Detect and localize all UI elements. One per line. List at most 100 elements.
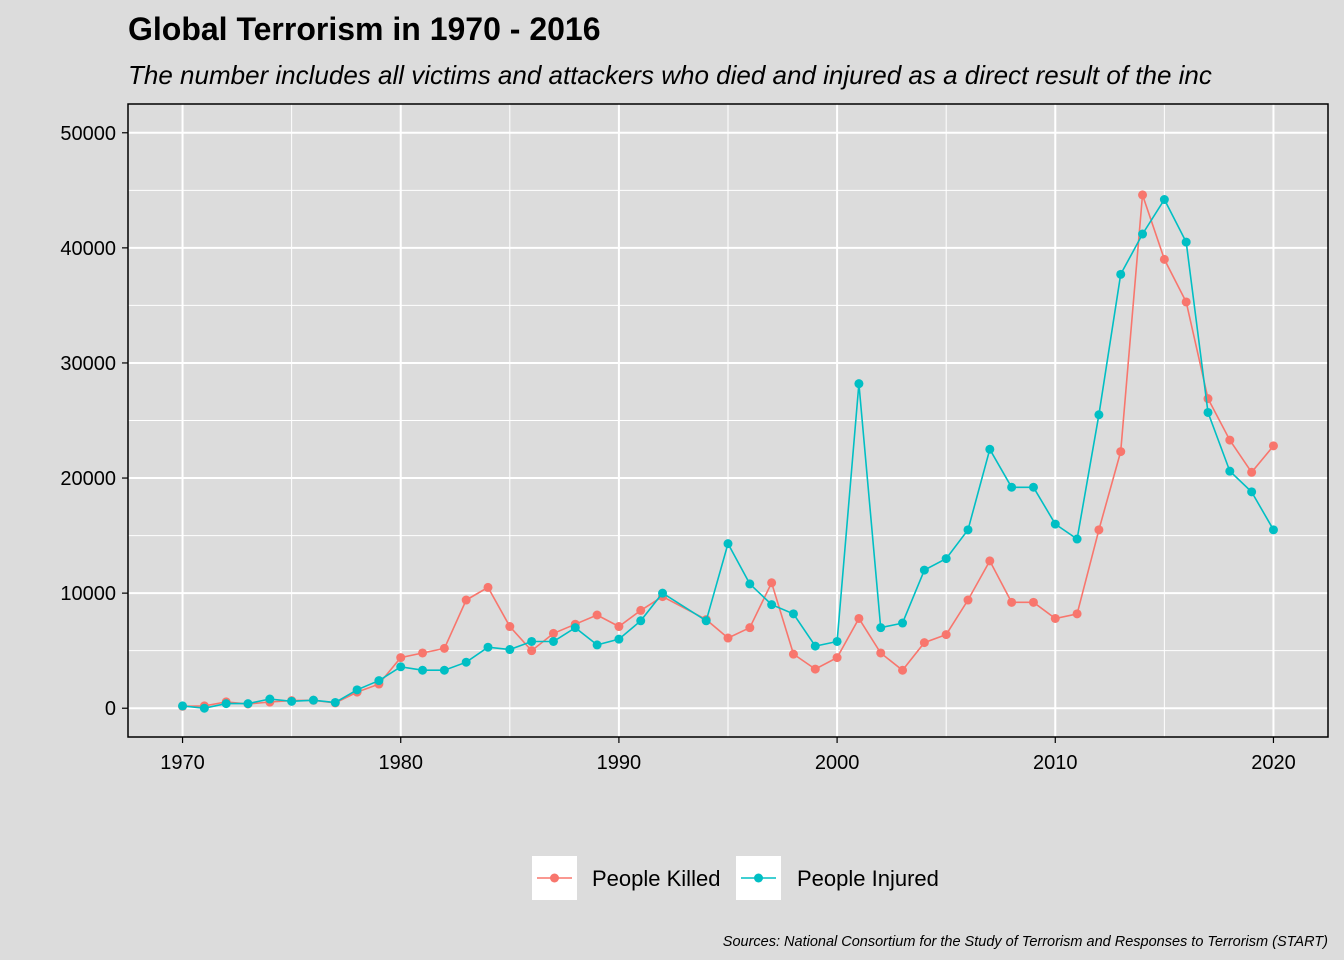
data-point-1 [1072, 534, 1082, 544]
panel-border [127, 103, 1329, 738]
data-point-1 [548, 636, 558, 646]
data-point-1 [1181, 237, 1191, 247]
x-tick-label: 1990 [597, 752, 642, 774]
data-point-1 [1247, 487, 1257, 497]
legend-key-point-1 [754, 873, 763, 883]
y-tick-label: 20000 [60, 468, 116, 490]
data-point-1 [636, 616, 646, 626]
x-tick-label: 2000 [815, 752, 860, 774]
data-point-0 [1094, 525, 1104, 535]
data-point-0 [1072, 609, 1082, 619]
data-point-1 [919, 565, 929, 575]
y-tick-label: 10000 [60, 583, 116, 605]
data-point-0 [418, 648, 428, 658]
chart-title: Global Terrorism in 1970 - 2016 [128, 11, 601, 47]
data-point-0 [439, 643, 449, 653]
data-point-1 [265, 694, 275, 704]
data-point-1 [1203, 407, 1213, 417]
data-point-0 [963, 595, 973, 605]
data-point-1 [658, 588, 668, 598]
data-point-1 [788, 609, 798, 619]
data-point-0 [636, 605, 646, 615]
data-point-1 [374, 676, 384, 686]
y-tick-label: 40000 [60, 238, 116, 260]
legend-label-1: People Injured [797, 866, 939, 891]
data-point-1 [701, 616, 711, 626]
data-point-0 [592, 610, 602, 620]
data-point-0 [941, 630, 951, 640]
data-point-0 [854, 613, 864, 623]
data-point-0 [527, 646, 537, 656]
data-point-1 [330, 697, 340, 707]
data-point-1 [308, 695, 318, 705]
data-point-1 [527, 636, 537, 646]
data-point-1 [418, 665, 428, 675]
data-point-1 [199, 703, 209, 713]
data-point-0 [876, 648, 886, 658]
data-point-1 [1116, 269, 1126, 279]
data-point-1 [178, 701, 188, 711]
data-point-1 [985, 444, 995, 454]
data-point-0 [548, 628, 558, 638]
data-point-1 [592, 640, 602, 650]
data-point-0 [745, 623, 755, 633]
data-point-1 [1268, 525, 1278, 535]
data-point-1 [854, 379, 864, 389]
legend: People Killed People Injured [532, 856, 939, 900]
data-point-0 [898, 665, 908, 675]
data-point-1 [570, 623, 580, 633]
data-point-0 [483, 582, 493, 592]
data-point-0 [723, 633, 733, 643]
data-point-0 [985, 556, 995, 566]
data-point-0 [614, 622, 624, 632]
data-point-1 [876, 623, 886, 633]
data-point-1 [1094, 410, 1104, 420]
data-point-0 [1138, 190, 1148, 200]
data-point-1 [1007, 482, 1017, 492]
data-point-1 [1225, 466, 1235, 476]
data-point-1 [505, 645, 515, 655]
data-point-0 [1159, 254, 1169, 264]
x-tick-label: 2020 [1251, 752, 1296, 774]
data-point-1 [1159, 195, 1169, 205]
data-point-1 [810, 641, 820, 651]
data-point-0 [461, 595, 471, 605]
data-point-0 [767, 578, 777, 588]
data-point-0 [1007, 597, 1017, 607]
data-point-1 [1050, 519, 1060, 529]
data-point-1 [461, 657, 471, 667]
data-point-1 [352, 685, 362, 695]
legend-label-0: People Killed [592, 866, 720, 891]
data-point-1 [963, 525, 973, 535]
data-point-0 [1225, 435, 1235, 445]
data-point-1 [941, 554, 951, 564]
data-point-1 [243, 699, 253, 709]
chart-caption: Sources: National Consortium for the Stu… [723, 934, 1328, 950]
x-tick-label: 2010 [1033, 752, 1078, 774]
data-point-0 [788, 649, 798, 659]
data-point-1 [614, 634, 624, 644]
data-point-0 [1268, 441, 1278, 451]
data-point-0 [919, 638, 929, 648]
data-point-1 [1138, 229, 1148, 239]
data-point-1 [832, 636, 842, 646]
plot-area: 0 10000 20000 30000 40000 50000 1970 1980 1990 20… [60, 103, 1329, 774]
data-point-1 [767, 600, 777, 610]
data-point-0 [505, 622, 515, 632]
data-point-0 [1050, 613, 1060, 623]
data-point-1 [723, 539, 733, 549]
y-tick-label: 30000 [60, 353, 116, 375]
data-point-0 [1028, 597, 1038, 607]
data-point-0 [810, 664, 820, 674]
data-point-1 [287, 696, 297, 706]
chart-subtitle: The number includes all victims and atta… [128, 60, 1212, 90]
data-point-0 [396, 653, 406, 663]
data-point-1 [221, 699, 231, 709]
data-point-1 [1028, 482, 1038, 492]
legend-key-point-0 [550, 873, 559, 883]
data-point-1 [396, 662, 406, 672]
data-point-0 [1181, 297, 1191, 307]
data-point-1 [898, 618, 908, 628]
y-tick-label: 50000 [60, 123, 116, 145]
